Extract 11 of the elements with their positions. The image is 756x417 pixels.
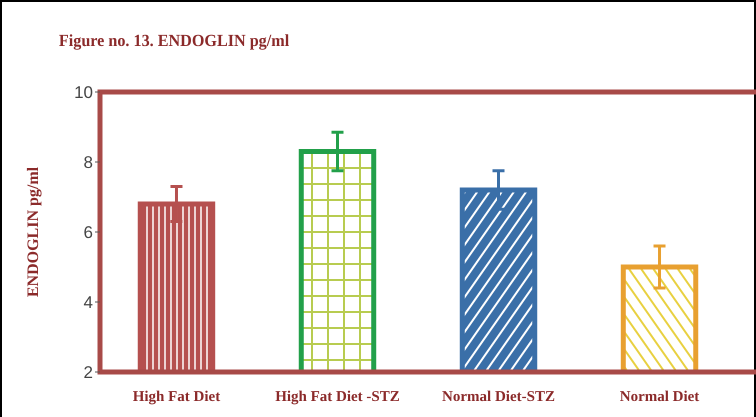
y-tick-label: 2 — [84, 363, 93, 382]
y-axis-title: ENDOGLIN pg/ml — [25, 166, 42, 298]
y-tick-label: 4 — [84, 293, 93, 312]
x-tick-label: High Fat Diet — [132, 389, 220, 405]
x-tick-label: Normal Diet-STZ — [442, 389, 555, 405]
x-tick-label: High Fat Diet -STZ — [275, 389, 400, 405]
y-tick-label: 10 — [74, 83, 93, 102]
chart-title: Figure no. 13. ENDOGLIN pg/ml — [58, 30, 290, 50]
x-tick-label: Normal Diet — [620, 389, 700, 405]
y-tick-label: 6 — [84, 223, 93, 242]
y-tick-label: 8 — [84, 153, 93, 172]
